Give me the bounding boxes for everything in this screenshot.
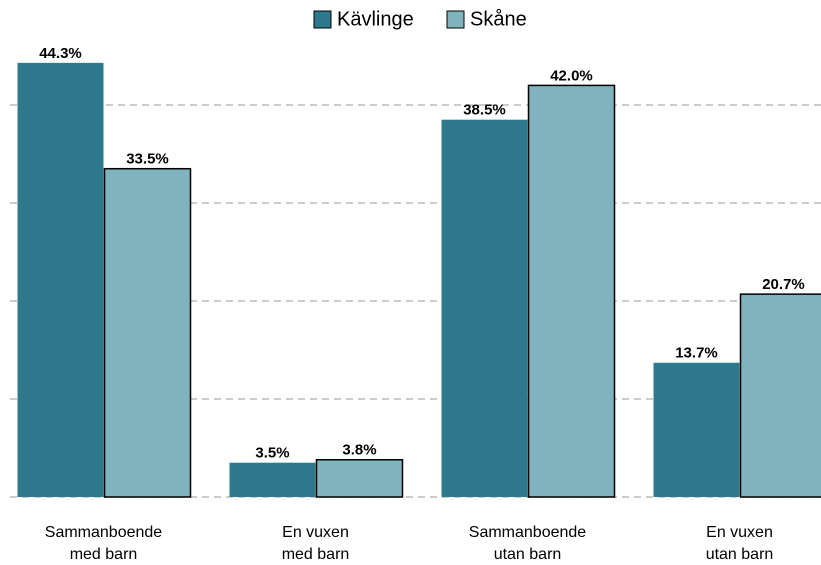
value-label: 33.5%	[126, 151, 169, 168]
value-label: 20.7%	[762, 276, 805, 293]
x-tick-label: En vuxen utan barn	[705, 524, 774, 563]
bar	[229, 462, 316, 497]
x-tick-label: Sammanboende utan barn	[468, 524, 587, 563]
value-label: 44.3%	[39, 45, 82, 62]
value-label: 42.0%	[550, 67, 593, 84]
bar	[17, 62, 104, 498]
value-label: 3.5%	[255, 445, 289, 462]
value-label: 13.7%	[675, 345, 718, 362]
legend-swatch	[446, 10, 465, 29]
bar	[103, 167, 192, 498]
value-label: 3.8%	[342, 442, 376, 459]
value-label: 38.5%	[463, 102, 506, 119]
bar	[315, 459, 404, 498]
bar	[739, 293, 821, 498]
legend-label: Kävlinge	[337, 8, 414, 30]
x-tick-label: Sammanboende med barn	[44, 524, 163, 563]
bar	[527, 84, 616, 498]
bar	[653, 362, 740, 497]
x-tick-label: En vuxen med barn	[281, 524, 350, 563]
legend-swatch	[313, 10, 332, 29]
legend-label: Skåne	[470, 8, 527, 30]
bar	[441, 119, 528, 497]
